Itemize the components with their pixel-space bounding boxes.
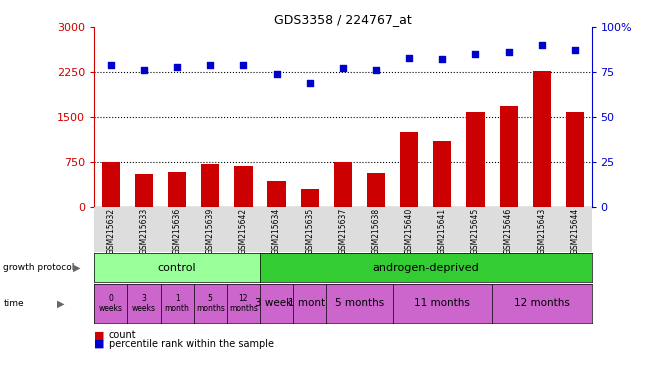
Bar [400,132,419,207]
Text: count: count [109,330,136,340]
Text: 12
months: 12 months [229,294,258,313]
Point [437,56,447,63]
Text: GSM215646: GSM215646 [504,208,513,255]
Text: 3 weeks: 3 weeks [255,298,298,308]
Text: 1 month: 1 month [288,298,332,308]
Point [172,63,182,70]
Text: ▶: ▶ [57,298,64,308]
Bar [135,174,153,207]
Bar [333,162,352,207]
Text: ▶: ▶ [73,263,81,273]
Point [503,49,514,55]
Point [105,62,116,68]
Text: control: control [158,263,196,273]
Text: ■: ■ [94,330,105,340]
Bar [566,112,584,207]
Text: GSM215643: GSM215643 [538,208,546,255]
Point [272,71,282,77]
Bar [300,189,319,207]
Text: 5 months: 5 months [335,298,384,308]
Text: percentile rank within the sample: percentile rank within the sample [109,339,274,349]
Text: GSM215633: GSM215633 [140,208,148,255]
Point [470,51,480,57]
Text: 3
weeks: 3 weeks [132,294,156,313]
Text: GSM215634: GSM215634 [272,208,281,255]
Bar [168,172,187,207]
Text: GSM215640: GSM215640 [405,208,413,255]
Bar [433,141,452,207]
Text: 12 months: 12 months [514,298,569,308]
Text: 5
months: 5 months [196,294,225,313]
Text: GSM215644: GSM215644 [571,208,579,255]
Point [304,80,315,86]
Point [370,67,381,73]
Text: GSM215638: GSM215638 [372,208,380,254]
Text: GSM215645: GSM215645 [471,208,480,255]
Text: 11 months: 11 months [415,298,470,308]
Text: ■: ■ [94,339,105,349]
Point [139,67,150,73]
Text: GSM215642: GSM215642 [239,208,248,254]
Text: GSM215639: GSM215639 [206,208,215,255]
Text: GSM215637: GSM215637 [339,208,347,255]
Point [338,65,348,71]
Text: androgen-deprived: androgen-deprived [372,263,479,273]
Text: GSM215636: GSM215636 [173,208,181,255]
Bar [201,164,220,207]
Point [205,62,215,68]
Point [537,42,547,48]
Text: 0
weeks: 0 weeks [99,294,123,313]
Bar [267,182,286,207]
Bar [101,162,120,207]
Text: GSM215641: GSM215641 [438,208,447,254]
Point [404,55,415,61]
Bar [532,71,551,207]
Text: GSM215635: GSM215635 [306,208,314,255]
Point [569,47,580,53]
Bar [466,112,485,207]
Bar [234,166,253,207]
Text: time: time [3,299,24,308]
Bar [499,106,518,207]
Text: growth protocol: growth protocol [3,263,75,272]
Point [238,62,248,68]
Bar [367,173,385,207]
Text: GSM215632: GSM215632 [107,208,115,254]
Title: GDS3358 / 224767_at: GDS3358 / 224767_at [274,13,411,26]
Text: 1
month: 1 month [164,294,190,313]
